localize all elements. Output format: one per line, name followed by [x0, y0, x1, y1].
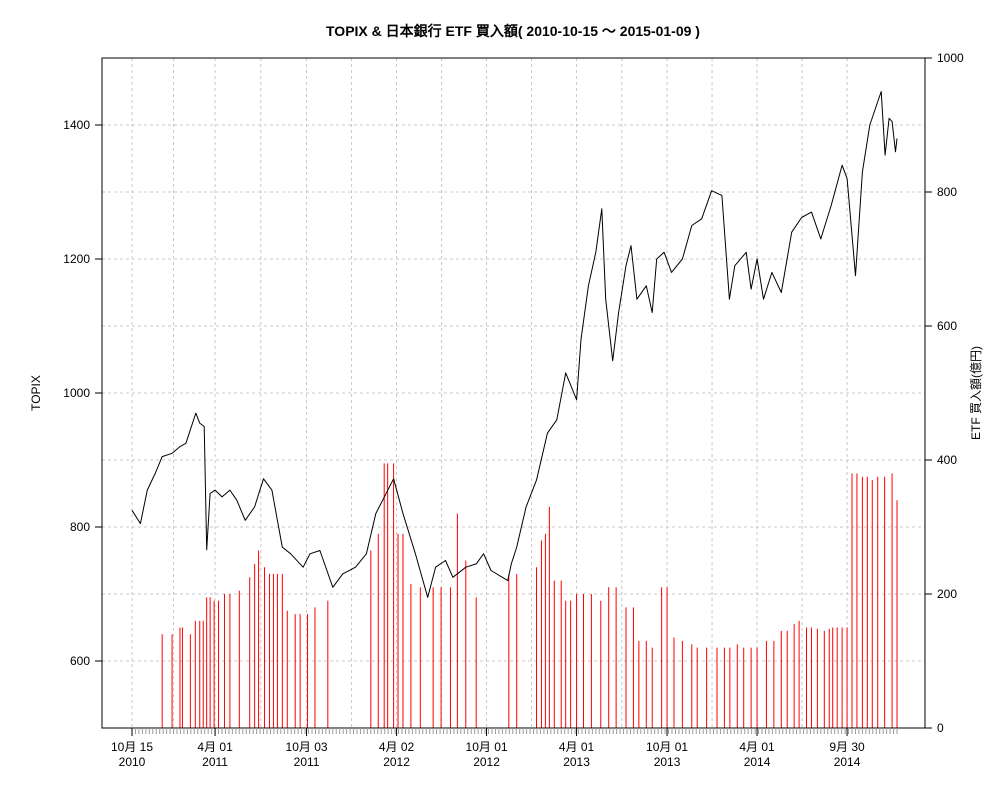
y2-tick-label: 200: [937, 587, 957, 601]
topix-series-line: [131, 91, 898, 598]
x-tick-label: 10月 01: [466, 740, 508, 754]
y-axis-right: 0 200 400 600 800 1000: [925, 51, 964, 735]
x-tick-year-label: 2014: [834, 755, 861, 769]
y2-tick-label: 0: [937, 721, 944, 735]
y-axis-left: 600 800 1000 1200 1400: [63, 118, 102, 668]
chart-title: TOPIX & 日本銀行 ETF 買入額( 2010-10-15 〜 2015-…: [326, 23, 700, 39]
y2-tick-label: 400: [937, 453, 957, 467]
x-tick-year-label: 2012: [473, 755, 500, 769]
x-tick-label: 10月 03: [286, 740, 328, 754]
x-tick-label: 4月 01: [739, 740, 775, 754]
y-tick-label: 1200: [63, 252, 90, 266]
y2-tick-label: 800: [937, 185, 957, 199]
x-tick-year-label: 2011: [294, 755, 320, 769]
y-tick-label: 600: [70, 654, 90, 668]
x-tick-label: 4月 01: [559, 740, 595, 754]
y2-tick-label: 600: [937, 319, 957, 333]
x-tick-year-label: 2013: [563, 755, 590, 769]
x-tick-label: 4月 02: [379, 740, 415, 754]
x-minor-ticks: [131, 728, 898, 734]
etf-purchase-bars: [161, 463, 898, 728]
y-axis-title: TOPIX: [29, 375, 43, 411]
y-tick-label: 800: [70, 520, 90, 534]
x-tick-label: 4月 01: [197, 740, 233, 754]
y-tick-label: 1000: [63, 386, 90, 400]
x-tick-year-label: 2013: [654, 755, 681, 769]
topix-line: [131, 91, 898, 598]
y-tick-label: 1400: [63, 118, 90, 132]
grid: [102, 57, 925, 728]
x-tick-year-label: 2012: [383, 755, 410, 769]
plot-frame: [101, 57, 926, 729]
x-tick-year-label: 2014: [744, 755, 771, 769]
x-tick-label: 9月 30: [829, 740, 865, 754]
x-tick-label: 10月 15: [111, 740, 153, 754]
x-tick-year-label: 2010: [119, 755, 146, 769]
y2-tick-label: 1000: [937, 51, 964, 65]
y2-axis-title: ETF 買入額(億円): [969, 346, 983, 440]
x-tick-label: 10月 01: [646, 740, 688, 754]
x-tick-year-label: 2011: [202, 755, 228, 769]
